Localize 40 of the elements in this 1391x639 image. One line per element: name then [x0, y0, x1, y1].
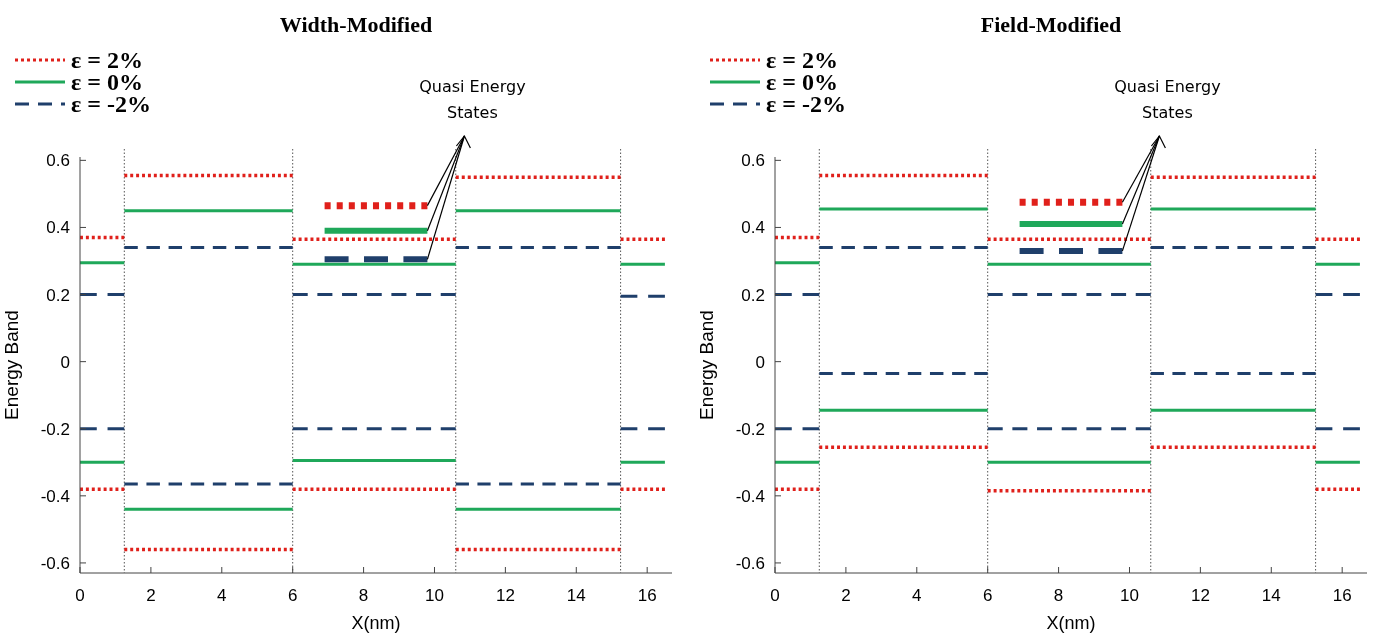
- x-tick-label: 10: [425, 586, 444, 605]
- x-axis-title: X(nm): [1046, 613, 1096, 633]
- x-tick-label: 2: [146, 586, 156, 605]
- y-tick-label: -0.2: [735, 419, 765, 439]
- chart-title: Field-Modified: [980, 12, 1122, 37]
- y-tick-label: -0.4: [735, 486, 765, 506]
- y-tick-label: -0.4: [40, 486, 70, 506]
- x-tick-label: 6: [287, 586, 298, 605]
- x-tick-label: 14: [1261, 586, 1281, 605]
- y-tick-label: 0.2: [46, 285, 70, 305]
- x-tick-label: 0: [770, 586, 780, 605]
- annotation: Quasi Energy States: [419, 77, 526, 122]
- annotation: Quasi Energy States: [1114, 77, 1221, 122]
- y-tick-label: -0.6: [735, 553, 765, 573]
- y-tick-label: 0.6: [741, 151, 765, 171]
- x-tick-label: 8: [1053, 586, 1064, 605]
- y-tick-label: -0.6: [40, 553, 70, 573]
- x-tick-label: 2: [841, 586, 851, 605]
- x-tick-label: 4: [912, 586, 922, 605]
- x-tick-label: 10: [1120, 586, 1139, 605]
- y-tick-label: 0.4: [741, 218, 765, 238]
- y-axis-title: Energy Band: [1, 310, 22, 420]
- y-tick-label: 0.2: [741, 285, 765, 305]
- x-tick-label: 6: [982, 586, 993, 605]
- y-tick-label: 0: [60, 352, 70, 372]
- x-tick-label: 8: [358, 586, 369, 605]
- x-tick-label: 12: [495, 586, 515, 605]
- x-tick-label: 4: [217, 586, 227, 605]
- chart-title: Width-Modified: [279, 12, 433, 37]
- y-tick-label: -0.2: [40, 419, 70, 439]
- x-axis-title: X(nm): [351, 613, 401, 633]
- x-tick-label: 14: [566, 586, 586, 605]
- y-tick-label: 0.4: [46, 218, 70, 238]
- x-tick-label: 12: [1190, 586, 1210, 605]
- x-tick-label: 16: [1332, 586, 1352, 605]
- y-axis-title: Energy Band: [696, 310, 717, 420]
- y-tick-label: 0.6: [46, 151, 70, 171]
- y-tick-label: 0: [755, 352, 765, 372]
- x-tick-label: 0: [75, 586, 85, 605]
- x-tick-label: 16: [637, 586, 657, 605]
